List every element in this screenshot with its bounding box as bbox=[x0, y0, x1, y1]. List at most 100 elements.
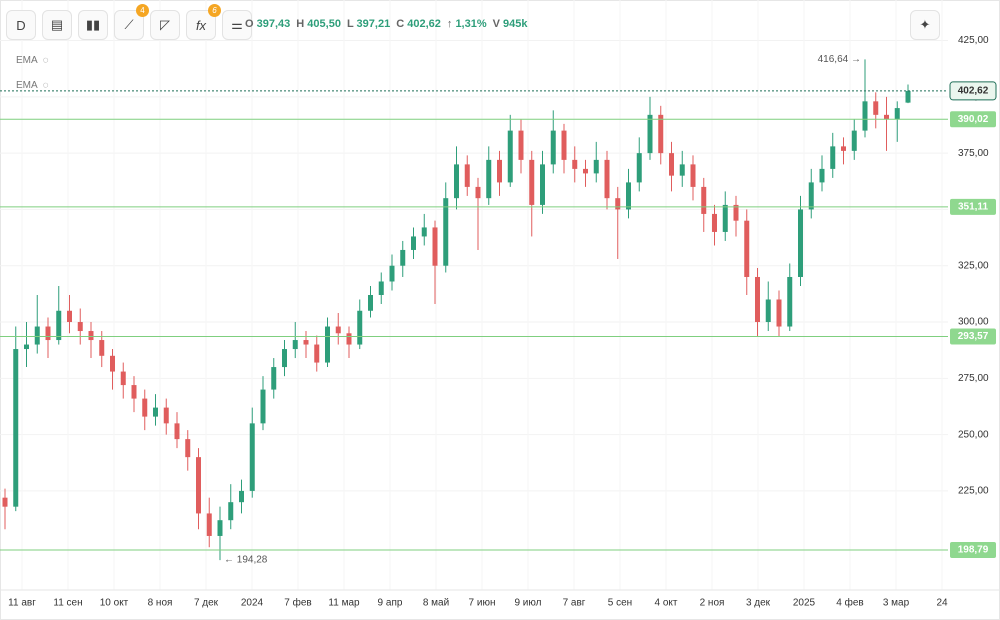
x-tick-label: 24 bbox=[936, 598, 948, 609]
candle-body bbox=[604, 159, 610, 199]
candle-body bbox=[819, 168, 825, 183]
candle-body bbox=[400, 249, 406, 266]
level-badge bbox=[950, 111, 996, 128]
candle-body bbox=[77, 322, 83, 332]
level-badge bbox=[950, 198, 996, 215]
level-badge bbox=[950, 541, 996, 558]
legend-value: 402,62 bbox=[407, 18, 441, 30]
settings-button[interactable]: ⚌ bbox=[222, 10, 252, 40]
legend-value: 397,43 bbox=[256, 18, 291, 30]
x-tick-label: 7 авг bbox=[563, 598, 586, 609]
candle-body bbox=[873, 101, 879, 115]
level-label: 390,02 bbox=[958, 114, 989, 125]
candle-body bbox=[260, 389, 266, 424]
candle-body bbox=[56, 310, 62, 341]
x-tick-label: 2024 bbox=[241, 598, 264, 609]
candle-body bbox=[712, 213, 717, 232]
interval-button[interactable]: D bbox=[6, 10, 36, 40]
candle-body bbox=[701, 186, 707, 214]
x-tick-label: 11 мар bbox=[328, 598, 360, 609]
candle-body bbox=[507, 130, 513, 183]
y-tick-label: 425,00 bbox=[958, 35, 989, 46]
legend-key: C bbox=[396, 18, 405, 30]
ai-button[interactable]: ✦ bbox=[910, 10, 940, 40]
candle-body bbox=[217, 520, 223, 536]
candle-body bbox=[421, 227, 427, 237]
x-tick-label: 3 дек bbox=[746, 598, 771, 609]
candle-body bbox=[271, 367, 277, 390]
indicator-label[interactable]: EMA ◌ bbox=[16, 80, 49, 91]
shape-button[interactable]: ◸ bbox=[150, 10, 180, 40]
legend-key: L bbox=[346, 18, 354, 30]
legend-key: H bbox=[296, 18, 305, 30]
candle-body bbox=[88, 331, 94, 341]
candle-body bbox=[282, 349, 287, 368]
candle-body bbox=[206, 513, 212, 536]
candle-body bbox=[120, 371, 126, 386]
candle-body bbox=[335, 326, 341, 334]
legend-value: 945k bbox=[503, 18, 528, 30]
candle-body bbox=[13, 349, 19, 507]
candle-body bbox=[755, 276, 760, 323]
candle-body bbox=[142, 398, 148, 417]
candle-body bbox=[174, 423, 180, 440]
candle-body bbox=[464, 164, 470, 187]
candle-body bbox=[2, 497, 8, 507]
x-tick-label: 10 окт bbox=[100, 598, 129, 609]
candle-body bbox=[733, 204, 739, 221]
candle-body bbox=[808, 182, 814, 210]
candle-body bbox=[131, 385, 137, 399]
toolbar: D ▤ ▮▮ ⟋ 4 ◸ fx 6 ⚌ bbox=[6, 4, 252, 40]
level-badge bbox=[950, 328, 996, 345]
candle-body bbox=[862, 101, 868, 131]
candle-body bbox=[411, 236, 416, 250]
indicator-name: EMA bbox=[16, 80, 38, 91]
x-tick-label: 8 май bbox=[423, 598, 449, 609]
candle-body bbox=[45, 326, 51, 341]
x-tick-label: 4 фев bbox=[836, 597, 863, 609]
candle-body bbox=[722, 204, 728, 232]
x-tick-label: 9 июл bbox=[514, 598, 541, 609]
indicators-button[interactable]: fx 6 bbox=[186, 4, 221, 40]
x-tick-label: 7 фев bbox=[284, 597, 311, 609]
candle-body bbox=[841, 146, 846, 151]
candle-body bbox=[325, 326, 330, 363]
candle-body bbox=[572, 159, 578, 169]
candle-body bbox=[626, 182, 631, 210]
candle-body bbox=[239, 490, 244, 503]
x-tick-label: 4 окт bbox=[655, 598, 678, 609]
candle-body bbox=[798, 209, 803, 277]
chart-type-button[interactable]: ▮▮ bbox=[78, 10, 108, 40]
fx-label: fx bbox=[195, 17, 207, 33]
candle-body bbox=[765, 299, 771, 323]
candle-body bbox=[518, 130, 524, 160]
candle-body bbox=[486, 159, 492, 199]
legend-value: 405,50 bbox=[307, 18, 341, 30]
candle-body bbox=[905, 90, 911, 103]
candle-body bbox=[110, 355, 115, 372]
candle-body bbox=[787, 276, 793, 327]
candle-body bbox=[443, 198, 449, 266]
candle-body bbox=[378, 281, 384, 295]
y-tick-label: 375,00 bbox=[958, 148, 989, 159]
candle-body bbox=[153, 407, 158, 417]
candle-body bbox=[196, 457, 201, 514]
y-tick-label: 325,00 bbox=[958, 260, 989, 271]
candle-body bbox=[389, 265, 395, 282]
candle-body bbox=[583, 168, 588, 174]
candle-body bbox=[550, 130, 556, 165]
level-label: 198,79 bbox=[958, 545, 989, 556]
notes-button[interactable]: ▤ bbox=[42, 10, 72, 40]
candle-body bbox=[292, 340, 298, 350]
draw-button[interactable]: ⟋ 4 bbox=[114, 4, 149, 40]
high-note: 416,64 → bbox=[818, 54, 861, 65]
x-tick-label: 7 дек bbox=[194, 598, 219, 609]
legend-value: 397,21 bbox=[356, 18, 391, 30]
candle-body bbox=[346, 333, 352, 345]
legend-key: V bbox=[492, 18, 500, 30]
candle-body bbox=[744, 220, 750, 277]
indicator-label[interactable]: EMA ◌ bbox=[16, 55, 49, 66]
candle-body bbox=[540, 164, 545, 205]
